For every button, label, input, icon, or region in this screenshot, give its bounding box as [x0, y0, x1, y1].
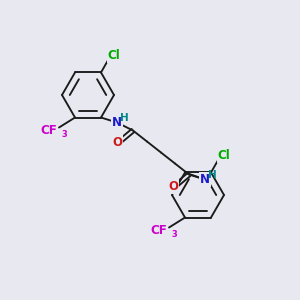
Text: Cl: Cl: [218, 149, 230, 162]
Text: CF: CF: [40, 124, 57, 137]
Text: 3: 3: [61, 130, 67, 139]
Text: CF: CF: [150, 224, 167, 237]
Text: N: N: [200, 173, 210, 186]
Text: 3: 3: [171, 230, 177, 239]
Text: O: O: [168, 180, 178, 193]
Text: H: H: [208, 169, 216, 179]
Text: N: N: [112, 116, 122, 129]
Text: O: O: [112, 136, 122, 149]
Text: Cl: Cl: [108, 49, 120, 62]
Text: H: H: [120, 112, 128, 122]
